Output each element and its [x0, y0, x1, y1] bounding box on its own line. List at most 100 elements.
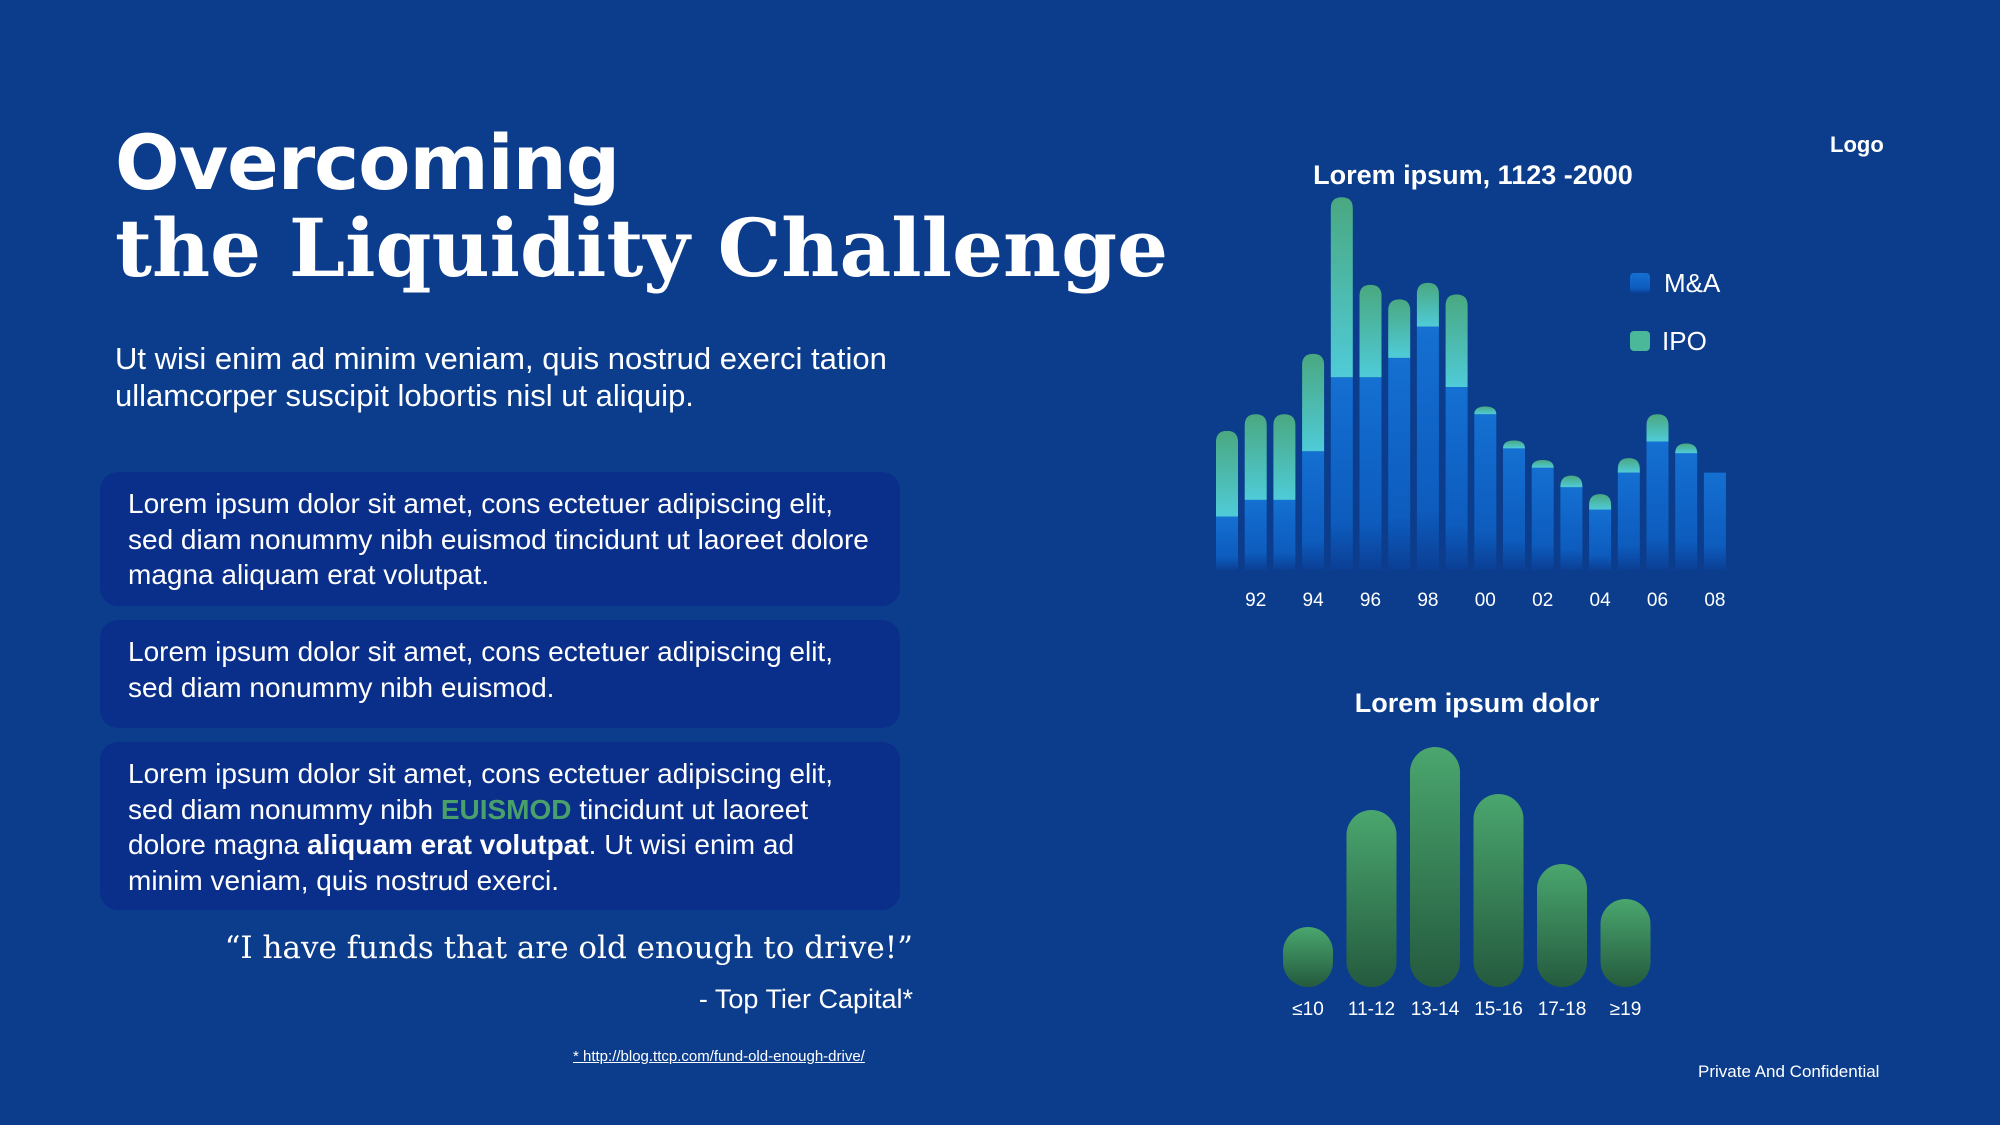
bar-ma-00: [1474, 414, 1497, 570]
chart1-bar-02: [1531, 460, 1554, 570]
chart1-bar-98: [1416, 282, 1439, 570]
chart1-bar-92: [1244, 414, 1267, 570]
bar-ipo-01: [1503, 440, 1525, 449]
chart2-bar-2: [1410, 747, 1460, 987]
footnote-link[interactable]: * http://blog.ttcp.com/fund-old-enough-d…: [573, 1048, 865, 1065]
logo: Logo: [1830, 132, 1884, 157]
chart1-bar-00: [1474, 406, 1497, 570]
bar-ipo-92: [1244, 414, 1267, 500]
bar-ipo-95: [1330, 197, 1353, 378]
chart1-bar-04: [1589, 494, 1612, 570]
chart2-title: Lorem ipsum dolor: [1355, 688, 1600, 718]
chart2-xlabel-4: 17-18: [1538, 999, 1587, 1020]
bar-ma-96: [1359, 377, 1382, 570]
quote-author: - Top Tier Capital*: [698, 984, 913, 1014]
bar-ma-95: [1330, 377, 1353, 570]
chart1-bar-94: [1302, 353, 1325, 570]
chart1-xlabel-92: 92: [1245, 590, 1266, 611]
card-3-bold: aliquam erat volutpat: [307, 829, 589, 860]
chart2-xlabel-2: 13-14: [1411, 999, 1460, 1020]
bar-ma-02: [1531, 467, 1554, 570]
chart1-bar-96: [1359, 284, 1382, 570]
bar-ipo-02: [1531, 460, 1554, 468]
chart2-xlabel-0: ≤10: [1292, 999, 1324, 1020]
bar-ipo-96: [1359, 284, 1382, 378]
bar-ipo-07: [1675, 443, 1698, 454]
bar-ipo-93: [1273, 414, 1296, 500]
bar-ma-98: [1416, 326, 1439, 570]
chart1-xlabel-04: 04: [1590, 590, 1612, 611]
chart1-xlabel-98: 98: [1417, 590, 1438, 611]
chart1-xlabel-02: 02: [1532, 590, 1553, 611]
chart1-xlabel-96: 96: [1360, 590, 1381, 611]
legend-ma-label: M&A: [1664, 268, 1721, 298]
page-title-line1: Overcoming: [115, 118, 620, 207]
chart2-bars: [1283, 747, 1651, 987]
bar-ma-91: [1216, 516, 1238, 570]
chart1-bar-93: [1273, 414, 1296, 570]
chart2-bar-1: [1346, 810, 1397, 987]
bar-ma-01: [1503, 448, 1525, 570]
legend-ipo-swatch: [1630, 331, 1650, 351]
quote-text: “I have funds that are old enough to dri…: [224, 930, 913, 966]
chart1-x-axis: 92 94 96 98 00 02 04 06 08: [1245, 590, 1725, 611]
card-3-text-part3: . Ut wisi enim ad minim veniam, quis nos…: [128, 829, 795, 896]
bar-ipo-91: [1216, 430, 1238, 517]
chart1-bar-06: [1646, 414, 1669, 570]
chart2-x-axis: ≤10 11-12 13-14 15-16 17-18 ≥19: [1292, 999, 1641, 1020]
legend-ma-swatch: [1630, 273, 1650, 293]
bar-ipo-04: [1589, 494, 1612, 510]
chart2-xlabel-5: ≥19: [1610, 999, 1642, 1020]
bar-ipo-00: [1474, 406, 1497, 415]
chart1-xlabel-06: 06: [1647, 590, 1668, 611]
chart1-xlabel-00: 00: [1475, 590, 1496, 611]
chart1-title: Lorem ipsum, 1123 -2000: [1313, 160, 1633, 190]
bar-ipo-99: [1445, 294, 1468, 388]
chart1-bar-05: [1617, 458, 1640, 570]
bar-ma-97: [1388, 357, 1411, 570]
chart2-bar-0: [1283, 927, 1333, 987]
chart2-xlabel-3: 15-16: [1474, 999, 1523, 1020]
chart1-legend: M&A IPO: [1630, 268, 1721, 356]
chart1-bar-03: [1560, 475, 1583, 570]
card-3-highlight: EUISMOD: [440, 793, 572, 825]
chart2-xlabel-1: 11-12: [1348, 999, 1395, 1020]
bar-ipo-05: [1617, 458, 1640, 473]
chart1-bar-95: [1330, 197, 1353, 570]
legend-ipo-label: IPO: [1662, 326, 1707, 356]
chart1-bar-97: [1388, 299, 1411, 570]
chart1-xlabel-94: 94: [1303, 590, 1325, 611]
chart1-xlabel-08: 08: [1704, 590, 1725, 611]
bar-ma-03: [1560, 487, 1583, 570]
chart1-bar-08: [1703, 472, 1726, 570]
page-title-line2: the Liquidity Challenge: [115, 201, 1168, 295]
card-3-text-part2: tincidunt ut laoreet dolore magna: [128, 793, 809, 861]
chart2-bar-3: [1473, 794, 1524, 987]
text-card-3: Lorem ipsum dolor sit amet, cons ectetue…: [100, 742, 900, 910]
bar-ma-06: [1646, 441, 1669, 570]
bar-ipo-97: [1388, 299, 1411, 358]
bar-ipo-94: [1302, 353, 1325, 452]
chart2-bar-4: [1537, 864, 1587, 987]
bar-ma-94: [1302, 451, 1325, 570]
card-2-text: Lorem ipsum dolor sit amet, cons ectetue…: [128, 636, 833, 703]
bar-ma-05: [1617, 472, 1640, 570]
text-card-2: Lorem ipsum dolor sit amet, cons ectetue…: [100, 620, 900, 728]
bar-ma-92: [1244, 499, 1267, 570]
text-card-1: Lorem ipsum dolor sit amet, cons ectetue…: [100, 472, 900, 606]
bar-ipo-98: [1416, 282, 1439, 327]
chart1-bar-01: [1503, 440, 1525, 570]
chart2-bar-5: [1600, 899, 1651, 987]
chart1-bar-91: [1216, 430, 1238, 570]
bar-ma-99: [1445, 387, 1468, 570]
subtitle: Ut wisi enim ad minim veniam, quis nostr…: [115, 341, 887, 413]
bar-ma-07: [1675, 453, 1698, 570]
confidential-label: Private And Confidential: [1698, 1062, 1880, 1081]
chart1-bar-07: [1675, 443, 1698, 570]
bar-ma-93: [1273, 499, 1296, 570]
card-1-text: Lorem ipsum dolor sit amet, cons ectetue…: [128, 488, 869, 590]
chart1-bars: [1216, 197, 1726, 570]
bar-ma-08: [1703, 472, 1726, 570]
bar-ipo-03: [1560, 475, 1583, 488]
bar-ma-04: [1589, 509, 1612, 570]
